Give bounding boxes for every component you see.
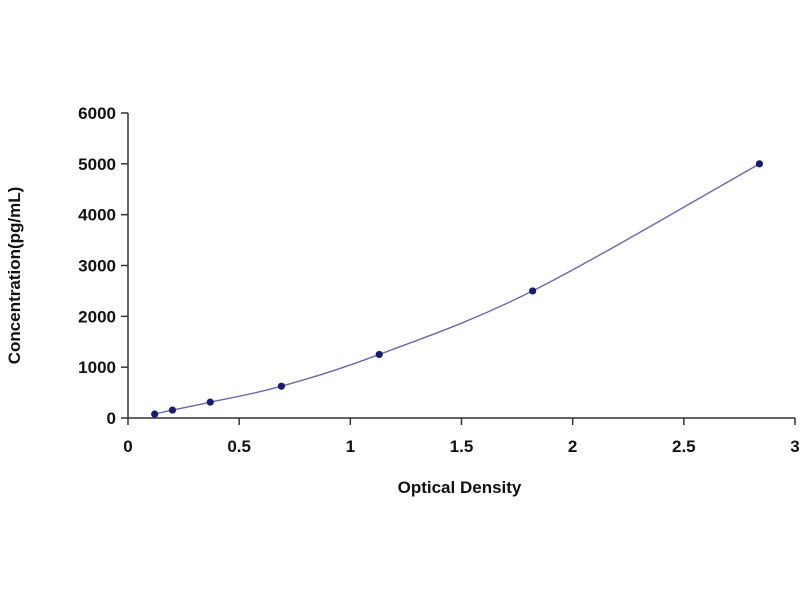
fit-curve <box>154 163 760 415</box>
x-tick-label: 2 <box>568 437 577 456</box>
x-tick-label: 2.5 <box>672 437 696 456</box>
y-tick-label: 3000 <box>78 257 116 276</box>
y-axis-title: Concentration(pg/mL) <box>5 187 24 365</box>
data-point <box>529 287 537 295</box>
y-tick-label: 6000 <box>78 104 116 123</box>
x-tick-label: 0 <box>123 437 132 456</box>
y-tick-label: 2000 <box>78 307 116 326</box>
y-tick-label: 0 <box>107 409 116 428</box>
y-tick-label: 4000 <box>78 206 116 225</box>
data-point <box>206 398 214 406</box>
x-tick-label: 1.5 <box>450 437 474 456</box>
data-points <box>151 160 764 418</box>
data-point <box>755 160 764 168</box>
y-axis-ticks: 0 1000 2000 3000 4000 5000 6000 <box>78 104 128 428</box>
data-point <box>151 410 159 418</box>
data-point <box>277 382 286 390</box>
data-point <box>375 350 383 359</box>
y-tick-label: 1000 <box>78 358 116 377</box>
axes <box>127 113 795 419</box>
x-tick-label: 0.5 <box>227 437 251 456</box>
y-tick-label: 5000 <box>78 155 116 174</box>
x-tick-label: 3 <box>790 437 799 456</box>
x-axis-ticks: 0 0.5 1 1.5 2 2.5 3 <box>123 418 800 456</box>
data-point <box>168 406 177 414</box>
x-tick-label: 1 <box>346 437 355 456</box>
x-axis-title: Optical Density <box>398 478 522 497</box>
